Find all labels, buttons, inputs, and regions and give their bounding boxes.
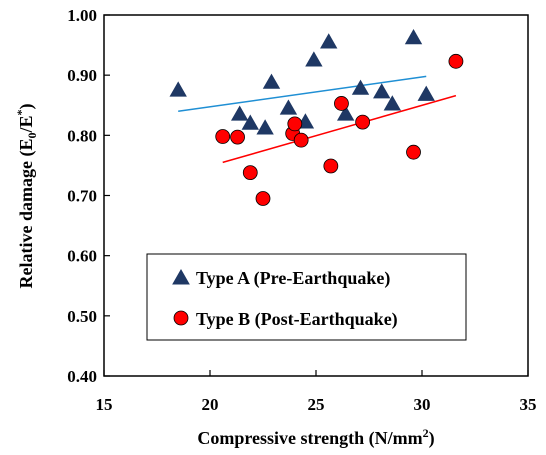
data-point-type-a xyxy=(404,29,423,45)
x-axis-title: Compressive strength (N/mm2) xyxy=(197,426,434,449)
data-point-type-b xyxy=(323,158,339,174)
trendline-type-b xyxy=(222,94,457,164)
y-axis-ticks: 0.40 0.50 0.60 0.70 0.80 0.90 1.00 xyxy=(67,6,110,386)
data-point-type-b xyxy=(355,114,371,130)
data-point-type-b xyxy=(293,132,309,148)
data-point-type-a xyxy=(320,33,338,49)
data-point-type-b xyxy=(287,116,303,132)
x-tick-label: 30 xyxy=(414,395,431,414)
data-point-type-a xyxy=(417,85,435,101)
data-point-type-b xyxy=(334,96,349,111)
y-tick-label: 0.80 xyxy=(67,126,97,145)
data-point-type-a xyxy=(305,51,323,67)
x-axis-ticks: 15 20 25 30 35 xyxy=(96,370,537,414)
x-tick-label: 20 xyxy=(202,395,219,414)
y-tick-label: 0.70 xyxy=(67,187,97,206)
x-tick-label: 15 xyxy=(96,395,113,414)
data-point-type-b xyxy=(448,53,464,69)
y-tick-label: 0.40 xyxy=(67,367,97,386)
data-point-type-a xyxy=(256,119,274,135)
legend-label-type-a: Type A (Pre-Earthquake) xyxy=(196,268,390,289)
data-markers xyxy=(169,29,464,206)
data-point-type-a xyxy=(373,83,391,99)
legend: Type A (Pre-Earthquake) Type B (Post-Ear… xyxy=(146,253,467,341)
data-point-type-a xyxy=(230,105,249,121)
legend-label-type-b: Type B (Post-Earthquake) xyxy=(196,309,398,330)
data-point-type-a xyxy=(351,79,370,95)
data-point-type-b xyxy=(255,191,271,206)
data-point-type-b xyxy=(242,165,258,181)
legend-box xyxy=(146,253,467,341)
data-point-type-a xyxy=(169,81,187,97)
y-tick-label: 0.50 xyxy=(67,307,97,326)
legend-marker-type-a xyxy=(172,268,190,285)
data-point-type-b xyxy=(230,129,245,145)
y-tick-label: 0.60 xyxy=(67,247,97,266)
y-tick-label: 1.00 xyxy=(67,6,97,25)
x-tick-label: 35 xyxy=(520,395,537,414)
data-point-type-a xyxy=(336,105,355,121)
trendline-type-a xyxy=(178,75,427,113)
trendlines xyxy=(178,75,457,164)
data-point-type-a xyxy=(279,99,298,115)
data-point-type-a xyxy=(383,95,402,111)
y-axis-title: Relative damage (E0/E*) xyxy=(14,104,39,289)
y-tick-label: 0.90 xyxy=(67,66,97,85)
data-point-type-b xyxy=(406,144,421,160)
data-point-type-a xyxy=(241,114,259,130)
x-tick-label: 25 xyxy=(308,395,325,414)
data-point-type-b xyxy=(215,129,231,144)
data-point-type-a xyxy=(262,73,281,89)
legend-marker-type-b xyxy=(173,310,189,326)
